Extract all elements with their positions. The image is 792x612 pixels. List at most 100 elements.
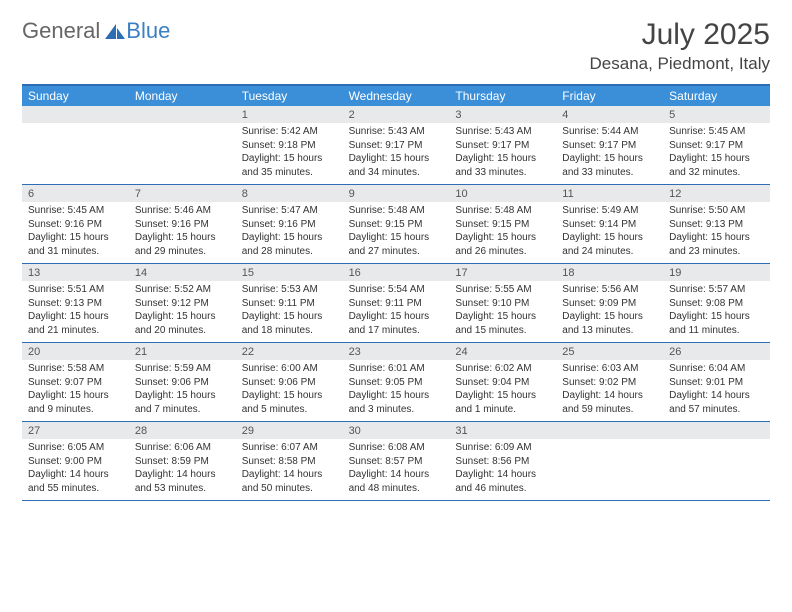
sunset-line: Sunset: 8:58 PM — [242, 455, 337, 469]
day-details: Sunrise: 5:50 AMSunset: 9:13 PMDaylight:… — [663, 202, 770, 262]
day-number: 20 — [22, 343, 129, 360]
sunrise-line: Sunrise: 5:42 AM — [242, 125, 337, 139]
sunrise-line: Sunrise: 6:08 AM — [349, 441, 444, 455]
daylight-line: Daylight: 15 hours and 9 minutes. — [28, 389, 123, 416]
sunrise-line: Sunrise: 5:50 AM — [669, 204, 764, 218]
day-details: Sunrise: 5:49 AMSunset: 9:14 PMDaylight:… — [556, 202, 663, 262]
day-details: Sunrise: 5:55 AMSunset: 9:10 PMDaylight:… — [449, 281, 556, 341]
sunrise-line: Sunrise: 6:06 AM — [135, 441, 230, 455]
day-details: Sunrise: 5:43 AMSunset: 9:17 PMDaylight:… — [449, 123, 556, 183]
week-row: 1Sunrise: 5:42 AMSunset: 9:18 PMDaylight… — [22, 106, 770, 185]
daylight-line: Daylight: 15 hours and 7 minutes. — [135, 389, 230, 416]
sunset-line: Sunset: 9:13 PM — [28, 297, 123, 311]
daylight-line: Daylight: 15 hours and 15 minutes. — [455, 310, 550, 337]
daylight-line: Daylight: 15 hours and 13 minutes. — [562, 310, 657, 337]
header: General Blue July 2025 Desana, Piedmont,… — [22, 18, 770, 74]
sunset-line: Sunset: 9:06 PM — [242, 376, 337, 390]
day-cell: 23Sunrise: 6:01 AMSunset: 9:05 PMDayligh… — [343, 343, 450, 421]
daylight-line: Daylight: 15 hours and 29 minutes. — [135, 231, 230, 258]
day-number — [22, 106, 129, 123]
day-cell: 17Sunrise: 5:55 AMSunset: 9:10 PMDayligh… — [449, 264, 556, 342]
sunset-line: Sunset: 9:16 PM — [242, 218, 337, 232]
daylight-line: Daylight: 15 hours and 20 minutes. — [135, 310, 230, 337]
sunrise-line: Sunrise: 5:52 AM — [135, 283, 230, 297]
day-cell: 1Sunrise: 5:42 AMSunset: 9:18 PMDaylight… — [236, 106, 343, 184]
day-number: 26 — [663, 343, 770, 360]
day-cell: 31Sunrise: 6:09 AMSunset: 8:56 PMDayligh… — [449, 422, 556, 500]
day-details: Sunrise: 5:45 AMSunset: 9:16 PMDaylight:… — [22, 202, 129, 262]
sunrise-line: Sunrise: 5:46 AM — [135, 204, 230, 218]
day-details: Sunrise: 6:09 AMSunset: 8:56 PMDaylight:… — [449, 439, 556, 499]
day-cell: 29Sunrise: 6:07 AMSunset: 8:58 PMDayligh… — [236, 422, 343, 500]
sunrise-line: Sunrise: 5:44 AM — [562, 125, 657, 139]
sunset-line: Sunset: 9:05 PM — [349, 376, 444, 390]
sunrise-line: Sunrise: 5:49 AM — [562, 204, 657, 218]
daylight-line: Daylight: 14 hours and 48 minutes. — [349, 468, 444, 495]
day-number: 14 — [129, 264, 236, 281]
sunset-line: Sunset: 9:18 PM — [242, 139, 337, 153]
weekday-header-row: SundayMondayTuesdayWednesdayThursdayFrid… — [22, 86, 770, 106]
day-cell: 26Sunrise: 6:04 AMSunset: 9:01 PMDayligh… — [663, 343, 770, 421]
weekday-header: Friday — [556, 86, 663, 106]
sunset-line: Sunset: 9:01 PM — [669, 376, 764, 390]
day-cell: 7Sunrise: 5:46 AMSunset: 9:16 PMDaylight… — [129, 185, 236, 263]
sunset-line: Sunset: 9:17 PM — [455, 139, 550, 153]
day-cell: 8Sunrise: 5:47 AMSunset: 9:16 PMDaylight… — [236, 185, 343, 263]
day-cell: 30Sunrise: 6:08 AMSunset: 8:57 PMDayligh… — [343, 422, 450, 500]
day-details: Sunrise: 5:58 AMSunset: 9:07 PMDaylight:… — [22, 360, 129, 420]
week-row: 6Sunrise: 5:45 AMSunset: 9:16 PMDaylight… — [22, 185, 770, 264]
day-details: Sunrise: 5:44 AMSunset: 9:17 PMDaylight:… — [556, 123, 663, 183]
day-number: 11 — [556, 185, 663, 202]
sunset-line: Sunset: 9:16 PM — [28, 218, 123, 232]
sunset-line: Sunset: 9:13 PM — [669, 218, 764, 232]
sunrise-line: Sunrise: 5:47 AM — [242, 204, 337, 218]
sunrise-line: Sunrise: 6:07 AM — [242, 441, 337, 455]
day-number — [663, 422, 770, 439]
day-number — [129, 106, 236, 123]
weekday-header: Wednesday — [343, 86, 450, 106]
day-number: 3 — [449, 106, 556, 123]
day-details: Sunrise: 5:56 AMSunset: 9:09 PMDaylight:… — [556, 281, 663, 341]
day-cell: 21Sunrise: 5:59 AMSunset: 9:06 PMDayligh… — [129, 343, 236, 421]
day-number: 9 — [343, 185, 450, 202]
day-cell: 2Sunrise: 5:43 AMSunset: 9:17 PMDaylight… — [343, 106, 450, 184]
calendar: SundayMondayTuesdayWednesdayThursdayFrid… — [22, 84, 770, 501]
day-cell: 19Sunrise: 5:57 AMSunset: 9:08 PMDayligh… — [663, 264, 770, 342]
daylight-line: Daylight: 15 hours and 28 minutes. — [242, 231, 337, 258]
day-details: Sunrise: 5:43 AMSunset: 9:17 PMDaylight:… — [343, 123, 450, 183]
sunrise-line: Sunrise: 5:58 AM — [28, 362, 123, 376]
day-number: 23 — [343, 343, 450, 360]
weekday-header: Sunday — [22, 86, 129, 106]
day-number: 6 — [22, 185, 129, 202]
day-number: 27 — [22, 422, 129, 439]
daylight-line: Daylight: 15 hours and 18 minutes. — [242, 310, 337, 337]
day-number: 12 — [663, 185, 770, 202]
daylight-line: Daylight: 15 hours and 33 minutes. — [562, 152, 657, 179]
day-number: 17 — [449, 264, 556, 281]
day-cell: 5Sunrise: 5:45 AMSunset: 9:17 PMDaylight… — [663, 106, 770, 184]
day-details: Sunrise: 5:59 AMSunset: 9:06 PMDaylight:… — [129, 360, 236, 420]
day-details: Sunrise: 6:05 AMSunset: 9:00 PMDaylight:… — [22, 439, 129, 499]
sunset-line: Sunset: 9:11 PM — [242, 297, 337, 311]
sunrise-line: Sunrise: 5:54 AM — [349, 283, 444, 297]
day-number: 2 — [343, 106, 450, 123]
sunrise-line: Sunrise: 5:48 AM — [349, 204, 444, 218]
day-details: Sunrise: 6:08 AMSunset: 8:57 PMDaylight:… — [343, 439, 450, 499]
day-number: 21 — [129, 343, 236, 360]
day-number: 25 — [556, 343, 663, 360]
day-number: 13 — [22, 264, 129, 281]
day-details: Sunrise: 5:51 AMSunset: 9:13 PMDaylight:… — [22, 281, 129, 341]
day-number: 29 — [236, 422, 343, 439]
daylight-line: Daylight: 15 hours and 31 minutes. — [28, 231, 123, 258]
daylight-line: Daylight: 15 hours and 24 minutes. — [562, 231, 657, 258]
day-cell: 24Sunrise: 6:02 AMSunset: 9:04 PMDayligh… — [449, 343, 556, 421]
weeks-container: 1Sunrise: 5:42 AMSunset: 9:18 PMDaylight… — [22, 106, 770, 501]
daylight-line: Daylight: 14 hours and 55 minutes. — [28, 468, 123, 495]
week-row: 20Sunrise: 5:58 AMSunset: 9:07 PMDayligh… — [22, 343, 770, 422]
day-cell: 15Sunrise: 5:53 AMSunset: 9:11 PMDayligh… — [236, 264, 343, 342]
day-cell: 6Sunrise: 5:45 AMSunset: 9:16 PMDaylight… — [22, 185, 129, 263]
daylight-line: Daylight: 15 hours and 26 minutes. — [455, 231, 550, 258]
day-cell: 4Sunrise: 5:44 AMSunset: 9:17 PMDaylight… — [556, 106, 663, 184]
day-details: Sunrise: 6:06 AMSunset: 8:59 PMDaylight:… — [129, 439, 236, 499]
sunset-line: Sunset: 8:57 PM — [349, 455, 444, 469]
